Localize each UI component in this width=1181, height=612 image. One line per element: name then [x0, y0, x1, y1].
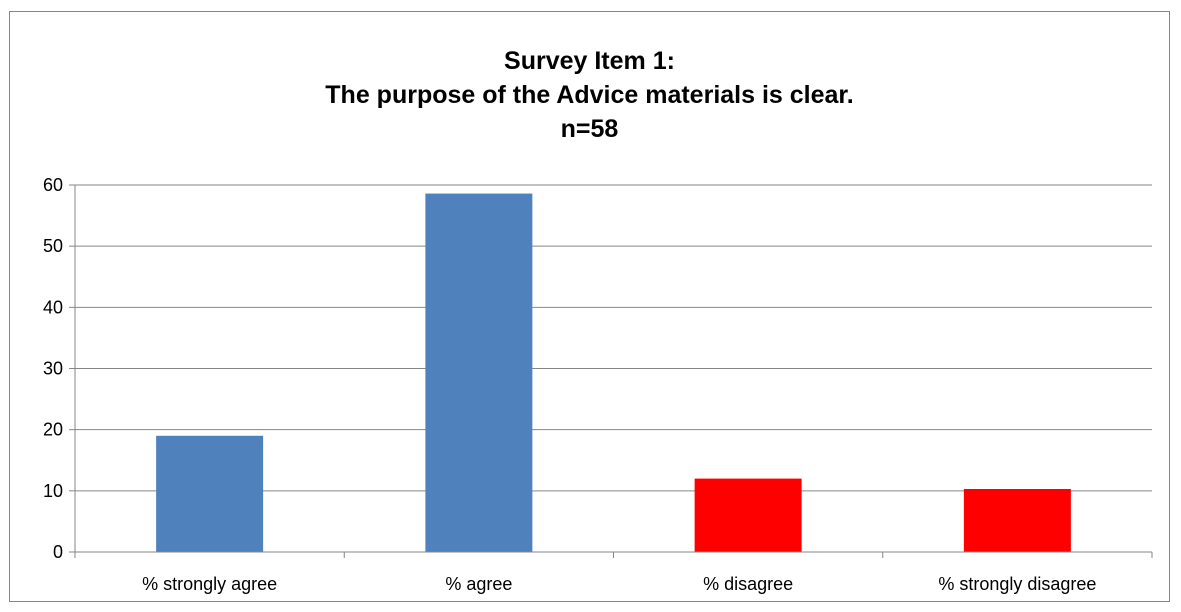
chart-title-line-3: n=58 — [560, 115, 619, 143]
tick-labels: 0 10 20 30 40 50 60 % strongly agree % agree % di… — [43, 175, 1096, 594]
chart-title-line-2: The purpose of the Advice materials is c… — [325, 81, 854, 109]
x-tick-label: % agree — [445, 574, 512, 594]
y-tick-label: 30 — [43, 359, 63, 379]
y-tick-label: 50 — [43, 236, 63, 256]
y-tick-label: 10 — [43, 481, 63, 501]
y-tick-label: 40 — [43, 297, 63, 317]
bars — [156, 193, 1071, 552]
bar-1 — [425, 193, 533, 552]
bar-0 — [156, 435, 264, 552]
y-tick-label: 60 — [43, 175, 63, 195]
bar-2 — [694, 478, 802, 552]
x-tick-label: % strongly agree — [142, 574, 277, 594]
bar-3 — [963, 488, 1071, 552]
x-tick-label: % disagree — [703, 574, 793, 594]
y-tick-label: 0 — [53, 542, 63, 562]
axes — [69, 184, 1153, 558]
chart-title-line-1: Survey Item 1: — [504, 47, 675, 75]
x-tick-label: % strongly disagree — [938, 574, 1096, 594]
chart-title: Survey Item 1: The purpose of the Advice… — [9, 44, 1170, 146]
y-tick-label: 20 — [43, 420, 63, 440]
